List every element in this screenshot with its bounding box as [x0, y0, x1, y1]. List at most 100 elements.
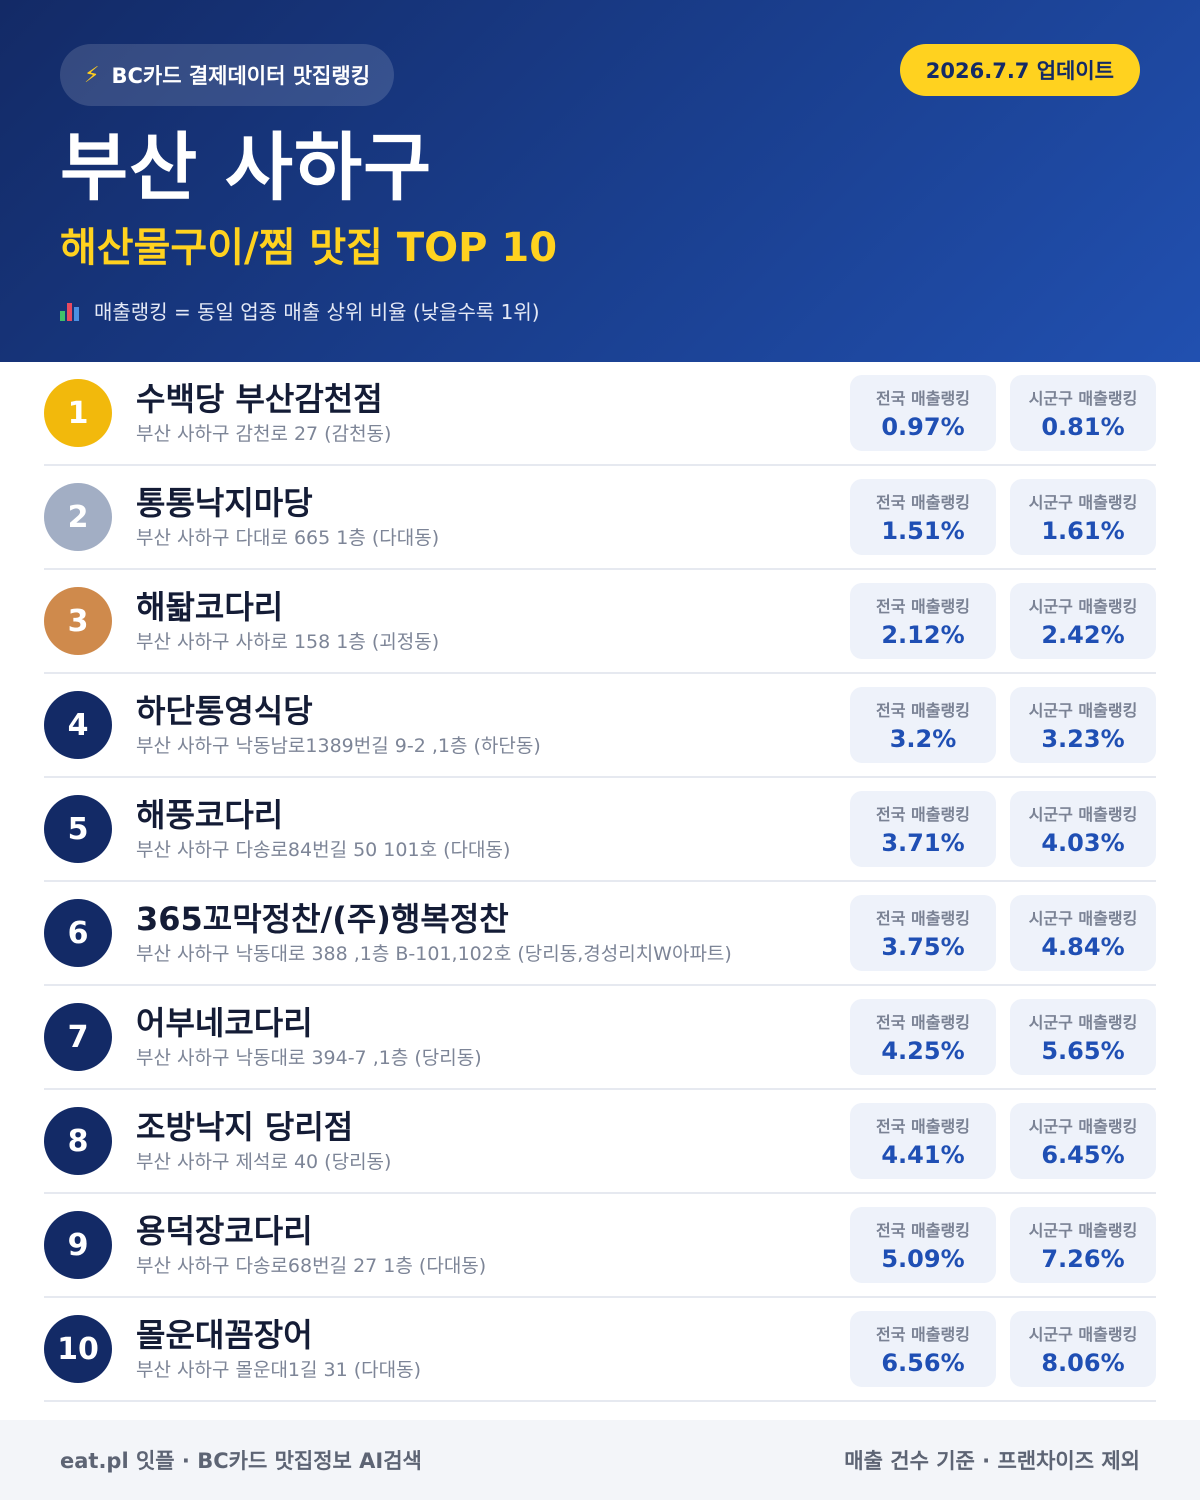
update-date-badge: 2026.7.7 업데이트	[899, 44, 1140, 96]
restaurant-name[interactable]: 용덕장코다리	[136, 1212, 313, 1250]
national-ranking-label: 전국 매출랭킹	[876, 909, 970, 928]
restaurant-row[interactable]: 2 통통낙지마당 부산 사하구 다대로 665 1층 (다대동) 전국 매출랭킹 1.5…	[44, 466, 1156, 570]
district-ranking-badge: 시군구 매출랭킹 3.23%	[1010, 687, 1156, 763]
restaurant-name[interactable]: 해풍코다리	[136, 796, 284, 834]
district-ranking-badge: 시군구 매출랭킹 0.81%	[1010, 375, 1156, 451]
rank-badge: 8	[44, 1107, 112, 1175]
ranking-badges: 전국 매출랭킹 5.09% 시군구 매출랭킹 7.26%	[850, 1207, 1156, 1283]
header: ⚡ BC카드 결제데이터 맛집랭킹 2026.7.7 업데이트 부산 사하구 해…	[0, 0, 1200, 362]
source-badge: ⚡ BC카드 결제데이터 맛집랭킹	[60, 44, 395, 106]
district-ranking-value: 4.84%	[1041, 933, 1125, 961]
rank-number: 1	[67, 395, 89, 431]
national-ranking-value: 2.12%	[881, 621, 965, 649]
footer-right: 매출 건수 기준 · 프랜차이즈 제외	[844, 1449, 1140, 1473]
ranking-badges: 전국 매출랭킹 2.12% 시군구 매출랭킹 2.42%	[850, 583, 1156, 659]
footer: eat.pl 잇플 · BC카드 맛집정보 AI검색 매출 건수 기준 · 프랜…	[0, 1420, 1200, 1500]
restaurant-name[interactable]: 통통낙지마당	[136, 484, 313, 522]
restaurant-address: 부산 사하구 다송로84번길 50 101호 (다대동)	[136, 839, 511, 861]
ranking-badges: 전국 매출랭킹 0.97% 시군구 매출랭킹 0.81%	[850, 375, 1156, 451]
national-ranking-value: 3.71%	[881, 829, 965, 857]
restaurant-name[interactable]: 조방낙지 당리점	[136, 1108, 354, 1146]
rank-badge: 9	[44, 1211, 112, 1279]
restaurant-name[interactable]: 해돫코다리	[136, 588, 284, 626]
rank-number: 5	[67, 811, 89, 847]
restaurant-row[interactable]: 8 조방낙지 당리점 부산 사하구 제석로 40 (당리동) 전국 매출랭킹 4.41%…	[44, 1090, 1156, 1194]
ranking-badges: 전국 매출랭킹 6.56% 시군구 매출랭킹 8.06%	[850, 1311, 1156, 1387]
restaurant-address: 부산 사하구 몰운대1길 31 (다대동)	[136, 1359, 422, 1381]
national-ranking-badge: 전국 매출랭킹 3.2%	[850, 687, 996, 763]
rank-badge: 5	[44, 795, 112, 863]
restaurant-row[interactable]: 4 하단통영식당 부산 사하구 낙동남로1389번길 9-2 ,1층 (하단동) 전국…	[44, 674, 1156, 778]
national-ranking-value: 3.2%	[889, 725, 957, 753]
restaurant-info: 어부네코다리 부산 사하구 낙동대로 394-7 ,1층 (당리동)	[136, 1003, 850, 1071]
national-ranking-badge: 전국 매출랭킹 0.97%	[850, 375, 996, 451]
restaurant-address: 부산 사하구 낙동남로1389번길 9-2 ,1층 (하단동)	[136, 735, 541, 757]
district-ranking-value: 8.06%	[1041, 1349, 1125, 1377]
category-title: 해산물구이/찜 맛집 TOP 10	[60, 225, 558, 271]
restaurant-row[interactable]: 7 어부네코다리 부산 사하구 낙동대로 394-7 ,1층 (당리동) 전국 매출랭…	[44, 986, 1156, 1090]
district-ranking-badge: 시군구 매출랭킹 4.03%	[1010, 791, 1156, 867]
rank-number: 7	[67, 1019, 89, 1055]
ranking-badges: 전국 매출랭킹 3.2% 시군구 매출랭킹 3.23%	[850, 687, 1156, 763]
national-ranking-badge: 전국 매출랭킹 1.51%	[850, 479, 996, 555]
district-ranking-badge: 시군구 매출랭킹 8.06%	[1010, 1311, 1156, 1387]
district-ranking-label: 시군구 매출랭킹	[1028, 909, 1138, 928]
restaurant-row[interactable]: 3 해돫코다리 부산 사하구 사하로 158 1층 (괴정동) 전국 매출랭킹 2.12…	[44, 570, 1156, 674]
restaurant-name[interactable]: 하단통영식당	[136, 692, 313, 730]
district-ranking-label: 시군구 매출랭킹	[1028, 701, 1138, 720]
rank-number: 8	[67, 1123, 89, 1159]
national-ranking-value: 4.25%	[881, 1037, 965, 1065]
national-ranking-value: 0.97%	[881, 413, 965, 441]
restaurant-info: 조방낙지 당리점 부산 사하구 제석로 40 (당리동)	[136, 1107, 850, 1175]
national-ranking-badge: 전국 매출랭킹 2.12%	[850, 583, 996, 659]
restaurant-address: 부산 사하구 낙동대로 388 ,1층 B-101,102호 (당리동,경성리치…	[136, 943, 732, 965]
restaurant-row[interactable]: 9 용덕장코다리 부산 사하구 다송로68번길 27 1층 (다대동) 전국 매출랭킹…	[44, 1194, 1156, 1298]
district-ranking-badge: 시군구 매출랭킹 6.45%	[1010, 1103, 1156, 1179]
rank-badge: 1	[44, 379, 112, 447]
national-ranking-badge: 전국 매출랭킹 3.75%	[850, 895, 996, 971]
restaurant-name[interactable]: 365꼬막정찬/(주)행복정찬	[136, 900, 509, 938]
restaurant-name[interactable]: 수백당 부산감천점	[136, 380, 383, 418]
district-ranking-label: 시군구 매출랭킹	[1028, 493, 1138, 512]
ranking-badges: 전국 매출랭킹 4.41% 시군구 매출랭킹 6.45%	[850, 1103, 1156, 1179]
district-ranking-badge: 시군구 매출랭킹 4.84%	[1010, 895, 1156, 971]
district-ranking-badge: 시군구 매출랭킹 1.61%	[1010, 479, 1156, 555]
rank-number: 3	[67, 603, 89, 639]
rank-badge: 2	[44, 483, 112, 551]
rank-badge: 6	[44, 899, 112, 967]
restaurant-address: 부산 사하구 다대로 665 1층 (다대동)	[136, 527, 440, 549]
district-ranking-badge: 시군구 매출랭킹 7.26%	[1010, 1207, 1156, 1283]
bar-chart-icon	[60, 301, 82, 321]
national-ranking-label: 전국 매출랭킹	[876, 1117, 970, 1136]
national-ranking-badge: 전국 매출랭킹 3.71%	[850, 791, 996, 867]
district-ranking-badge: 시군구 매출랭킹 5.65%	[1010, 999, 1156, 1075]
ranking-badges: 전국 매출랭킹 3.75% 시군구 매출랭킹 4.84%	[850, 895, 1156, 971]
restaurant-name[interactable]: 몰운대꼼장어	[136, 1316, 313, 1354]
restaurant-row[interactable]: 1 수백당 부산감천점 부산 사하구 감천로 27 (감천동) 전국 매출랭킹 0.97…	[44, 362, 1156, 466]
restaurant-row[interactable]: 5 해풍코다리 부산 사하구 다송로84번길 50 101호 (다대동) 전국 매출랭…	[44, 778, 1156, 882]
district-ranking-label: 시군구 매출랭킹	[1028, 1325, 1138, 1344]
district-ranking-value: 7.26%	[1041, 1245, 1125, 1273]
rank-badge: 4	[44, 691, 112, 759]
national-ranking-badge: 전국 매출랭킹 5.09%	[850, 1207, 996, 1283]
national-ranking-badge: 전국 매출랭킹 4.25%	[850, 999, 996, 1075]
national-ranking-label: 전국 매출랭킹	[876, 1325, 970, 1344]
district-ranking-value: 6.45%	[1041, 1141, 1125, 1169]
restaurant-row[interactable]: 10 몰운대꼼장어 부산 사하구 몰운대1길 31 (다대동) 전국 매출랭킹 6.56…	[44, 1298, 1156, 1402]
ranking-badges: 전국 매출랭킹 4.25% 시군구 매출랭킹 5.65%	[850, 999, 1156, 1075]
ranking-badges: 전국 매출랭킹 1.51% 시군구 매출랭킹 1.61%	[850, 479, 1156, 555]
restaurant-info: 해돫코다리 부산 사하구 사하로 158 1층 (괴정동)	[136, 587, 850, 655]
district-ranking-value: 3.23%	[1041, 725, 1125, 753]
district-ranking-label: 시군구 매출랭킹	[1028, 1221, 1138, 1240]
restaurant-name[interactable]: 어부네코다리	[136, 1004, 313, 1042]
source-label: BC카드 결제데이터 맛집랭킹	[111, 64, 371, 88]
restaurant-address: 부산 사하구 다송로68번길 27 1층 (다대동)	[136, 1255, 487, 1277]
district-ranking-value: 0.81%	[1041, 413, 1125, 441]
rank-number: 9	[67, 1227, 89, 1263]
